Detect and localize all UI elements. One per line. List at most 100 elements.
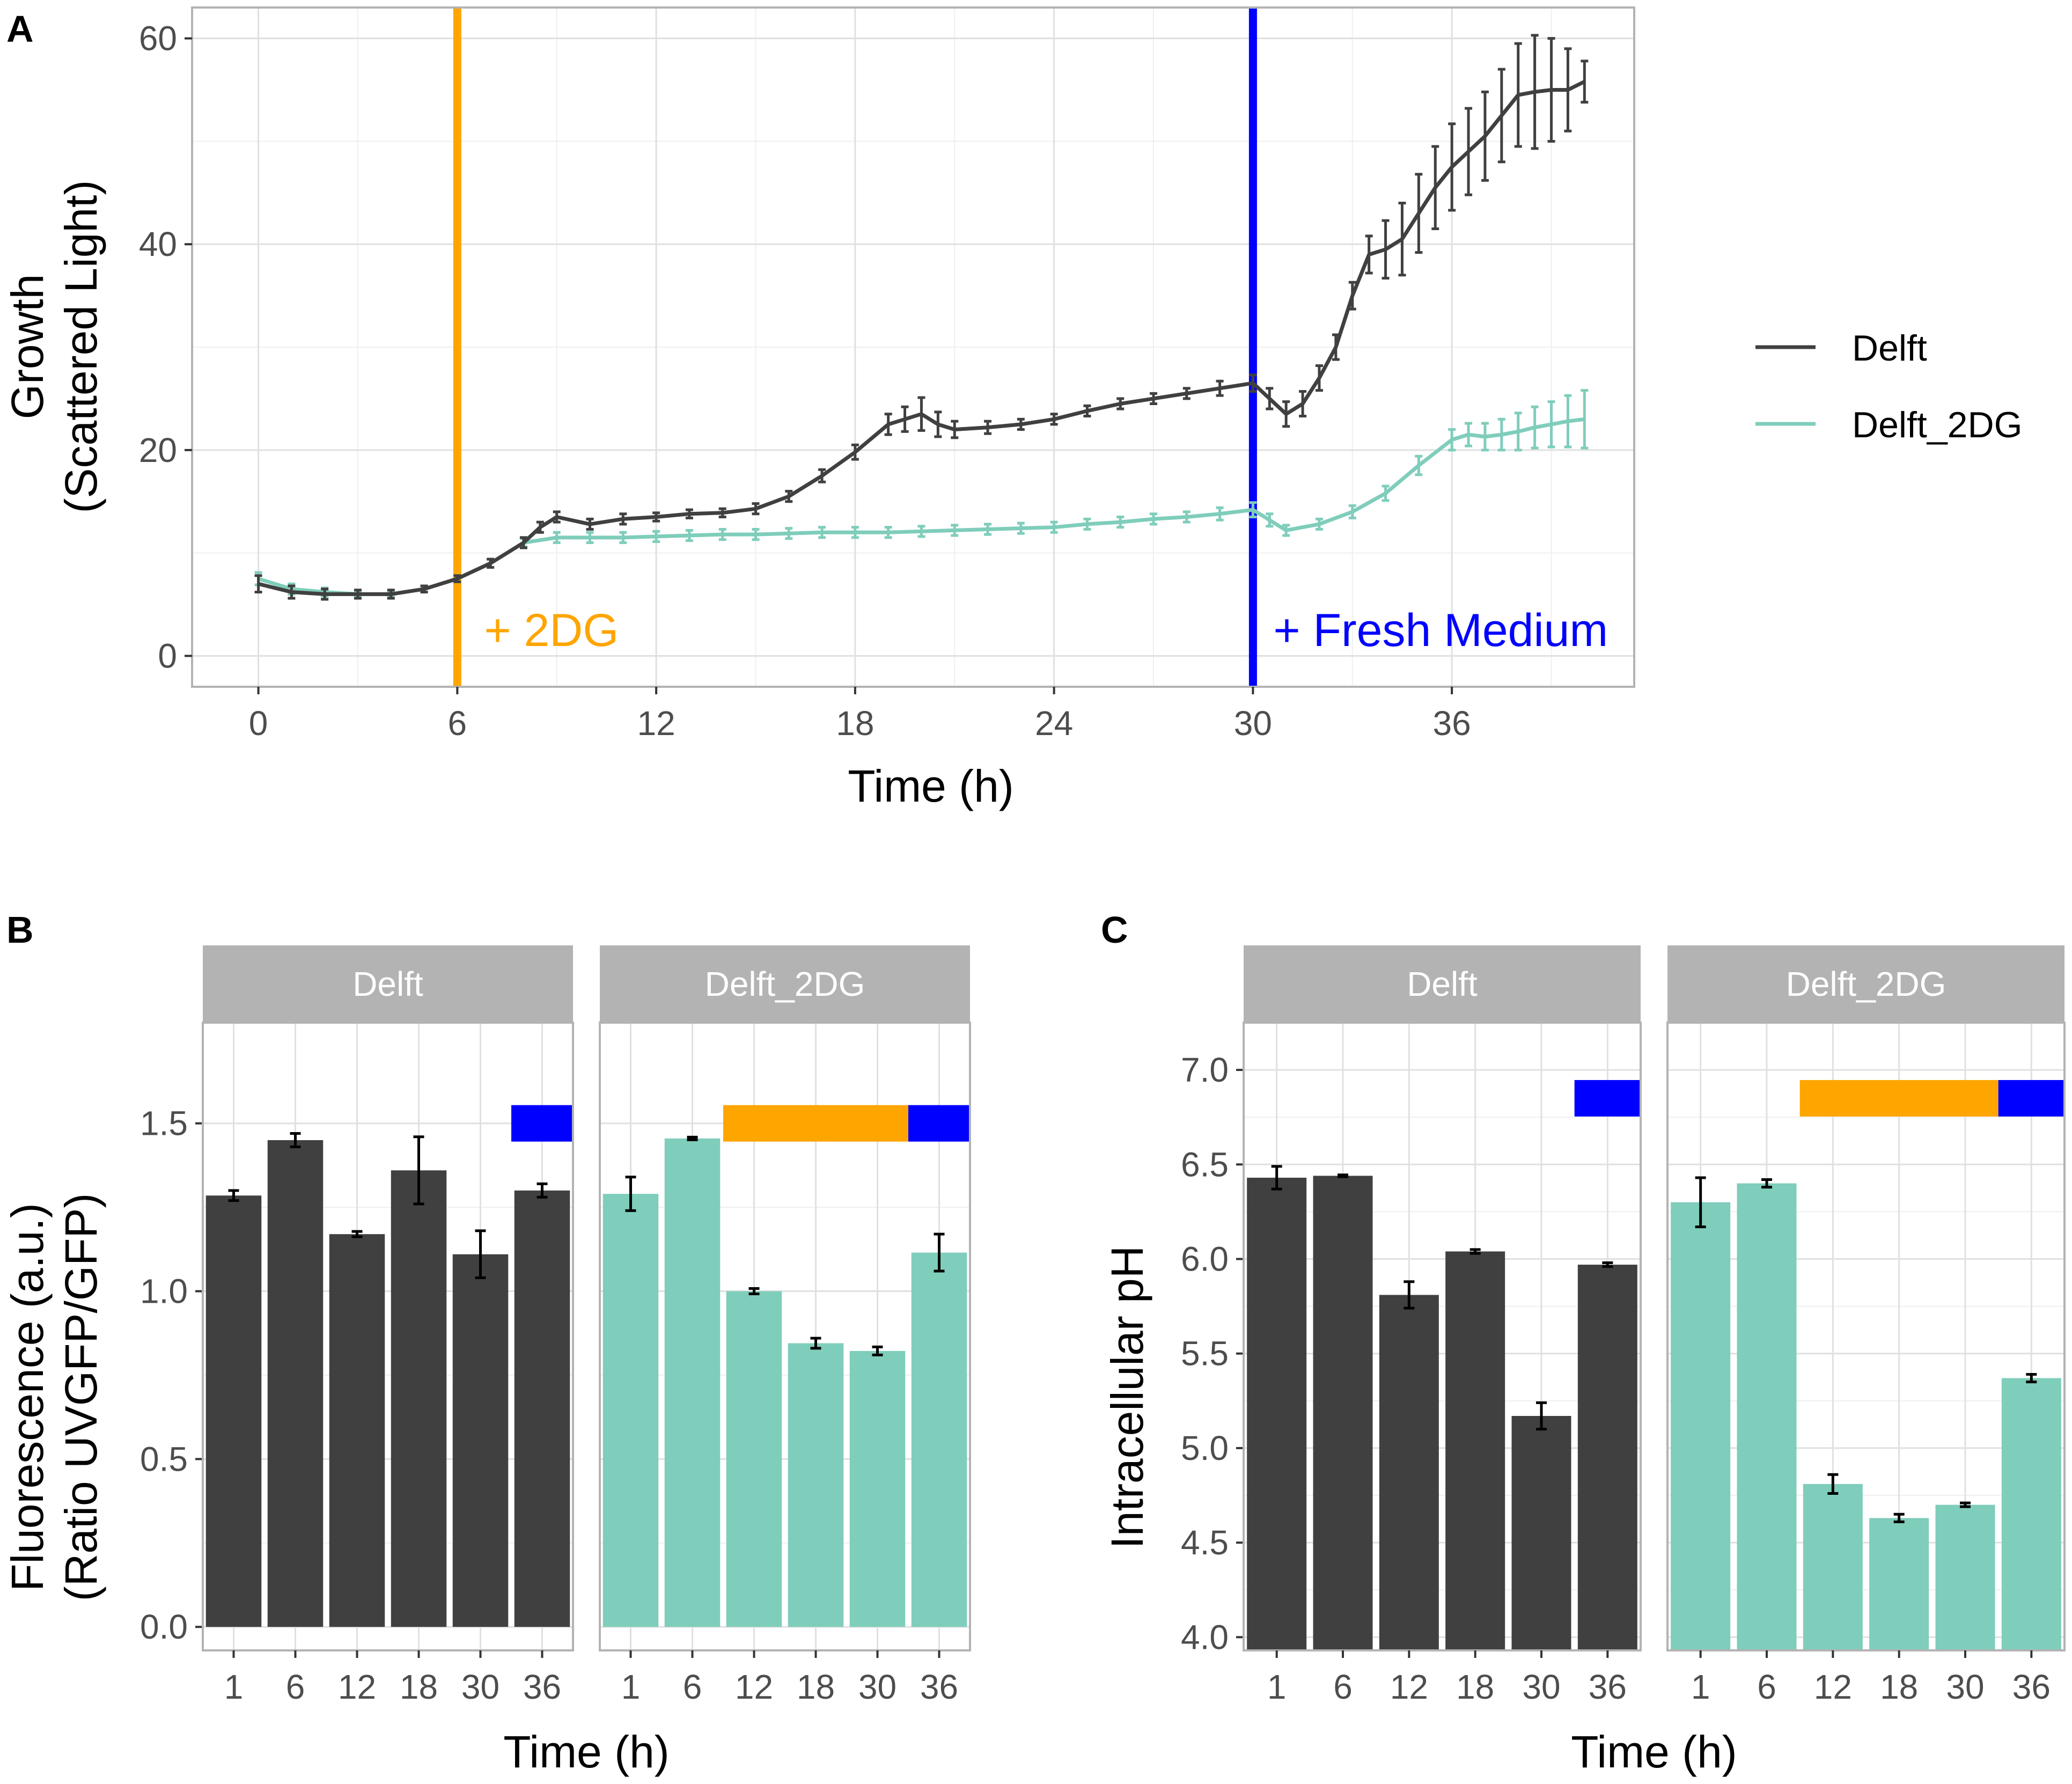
panel-b-x-axis-title: Time (h) [503, 1727, 670, 1777]
x-tick-label: 6 [286, 1668, 305, 1706]
bar-delft-2dg-36h [911, 1252, 967, 1627]
x-tick-label: 6 [683, 1668, 702, 1706]
strip-label-delft-c: Delft [1407, 965, 1478, 1003]
x-tick-label: 18 [400, 1668, 438, 1706]
x-tick-label: 36 [2012, 1668, 2051, 1706]
facet-plot-background [1244, 1023, 1641, 1650]
x-tick-label: 36 [920, 1668, 958, 1706]
strip-delft-2dg-b [600, 945, 970, 1023]
bar-delft-36h [514, 1190, 570, 1627]
x-tick-label: 18 [1880, 1668, 1918, 1706]
series-delft [254, 34, 1589, 601]
bar-delft-2dg-1h [603, 1194, 659, 1627]
y-tick-label: 6.5 [1181, 1145, 1229, 1184]
annotation-2dg: + 2DG [484, 605, 619, 656]
bar-delft-2dg-30h [1935, 1504, 1995, 1650]
facet-delft-c: 1 6 12 18 30 36 [1243, 1022, 1642, 1706]
facet-border [202, 1022, 574, 1651]
y-tick-label: 1.0 [140, 1272, 188, 1311]
strip-label-delft-2dg-b: Delft_2DG [705, 965, 865, 1003]
panel-c-y-axis-title: Intracellular pH [1102, 1246, 1152, 1549]
y-tick-label: 4.5 [1181, 1523, 1229, 1562]
bar-delft-2dg-30h [849, 1350, 906, 1627]
x-tick-label: 30 [1234, 704, 1272, 743]
bar-delft-2dg-6h [1737, 1183, 1797, 1650]
panel-b-y-axis-title-line1: Fluorescence (a.u.) [2, 1203, 53, 1591]
series-line-delft [258, 79, 1585, 596]
bar-delft-6h [267, 1140, 324, 1627]
y-tick-label: 40 [139, 225, 177, 263]
x-tick-label: 30 [461, 1668, 499, 1706]
bar-delft-12h [1379, 1295, 1439, 1650]
panel-b-y-axis-title-line2: (Ratio UVGFP/GFP) [56, 1193, 106, 1602]
legend: Delft Delft_2DG [1755, 328, 2022, 445]
y-tick-label: 1.5 [140, 1104, 188, 1143]
facet-border [599, 1022, 971, 1651]
y-tick-label: 60 [139, 19, 177, 58]
y-tick-label: 0 [158, 636, 177, 675]
x-tick-label: 36 [523, 1668, 561, 1706]
fluorescence-bar-chart: Delft Delft_2DG 0.0 0.5 1.0 1.5 1 6 12 18 30 36 1 6… [2, 945, 971, 1777]
y-tick-label: 6.0 [1181, 1240, 1229, 1279]
treatment-indicator-fresh-medium [908, 1105, 970, 1142]
x-tick-label: 1 [1691, 1668, 1710, 1706]
panel-a-border [191, 6, 1635, 688]
facet-border [1243, 1022, 1642, 1651]
bar-delft-6h [1313, 1176, 1373, 1650]
x-tick-label: 36 [1433, 704, 1471, 743]
y-tick-label: 0.0 [140, 1607, 188, 1646]
x-tick-label: 1 [224, 1668, 244, 1706]
x-tick-label: 1 [621, 1668, 641, 1706]
x-tick-label: 12 [637, 704, 675, 743]
panel-a-y-ticks: 0 20 40 60 [139, 19, 192, 675]
strip-label-delft-2dg-c: Delft_2DG [1786, 965, 1946, 1003]
panel-c-x-axis-title: Time (h) [1571, 1727, 1737, 1777]
facet-delft-2dg-b: 1 6 12 18 30 36 [599, 1022, 971, 1706]
strip-delft-c [1244, 945, 1641, 1023]
x-tick-label: 12 [1814, 1668, 1852, 1706]
bar-delft-30h [1511, 1416, 1571, 1650]
treatment-indicator-fresh-medium [511, 1105, 573, 1142]
treatment-indicator-2dg [723, 1105, 908, 1142]
facet-border [1666, 1022, 2066, 1651]
bar-delft-30h [452, 1254, 509, 1627]
x-tick-label: 30 [1522, 1668, 1560, 1706]
bar-delft-2dg-6h [664, 1138, 721, 1627]
bar-delft-1h [205, 1195, 262, 1627]
bar-delft-18h [1445, 1251, 1505, 1650]
bar-delft-2dg-12h [1803, 1484, 1863, 1650]
x-tick-label: 18 [836, 704, 874, 743]
x-tick-label: 18 [797, 1668, 835, 1706]
panel-a-x-ticks: 0 6 12 18 24 30 36 [249, 687, 1471, 743]
treatment-indicator-fresh-medium [1998, 1080, 2064, 1117]
x-tick-label: 6 [1333, 1668, 1353, 1706]
y-tick-label: 5.5 [1181, 1334, 1229, 1373]
bar-delft-2dg-36h [2001, 1378, 2061, 1650]
y-tick-label: 7.0 [1181, 1051, 1229, 1089]
legend-label-delft: Delft [1852, 328, 1927, 369]
bar-delft-2dg-12h [726, 1291, 782, 1627]
x-tick-label: 12 [1390, 1668, 1428, 1706]
panel-a-series [254, 34, 1589, 601]
x-tick-label: 6 [1757, 1668, 1776, 1706]
panel-a-y-axis-title-line2: (Scattered Light) [56, 180, 106, 513]
strip-delft-2dg-c [1667, 945, 2064, 1023]
strip-label-delft-b: Delft [352, 965, 423, 1003]
x-tick-label: 18 [1456, 1668, 1494, 1706]
facet-plot-background [1667, 1023, 2064, 1650]
y-tick-label: 0.5 [140, 1440, 188, 1478]
annotation-fresh-medium: + Fresh Medium [1273, 605, 1608, 656]
panel-letter-b: B [6, 909, 34, 951]
bar-delft-18h [391, 1170, 447, 1627]
y-tick-label: 20 [139, 431, 177, 469]
panel-a-x-axis-title: Time (h) [848, 761, 1014, 811]
treatment-indicator-fresh-medium [1574, 1080, 1641, 1117]
y-tick-label: 5.0 [1181, 1429, 1229, 1467]
panel-a-grid [192, 8, 1634, 687]
facet-delft-2dg-c: 1 6 12 18 30 36 [1666, 1022, 2066, 1706]
x-tick-label: 6 [448, 704, 467, 743]
x-tick-label: 24 [1035, 704, 1073, 743]
x-tick-label: 12 [735, 1668, 773, 1706]
bar-delft-12h [329, 1234, 385, 1627]
